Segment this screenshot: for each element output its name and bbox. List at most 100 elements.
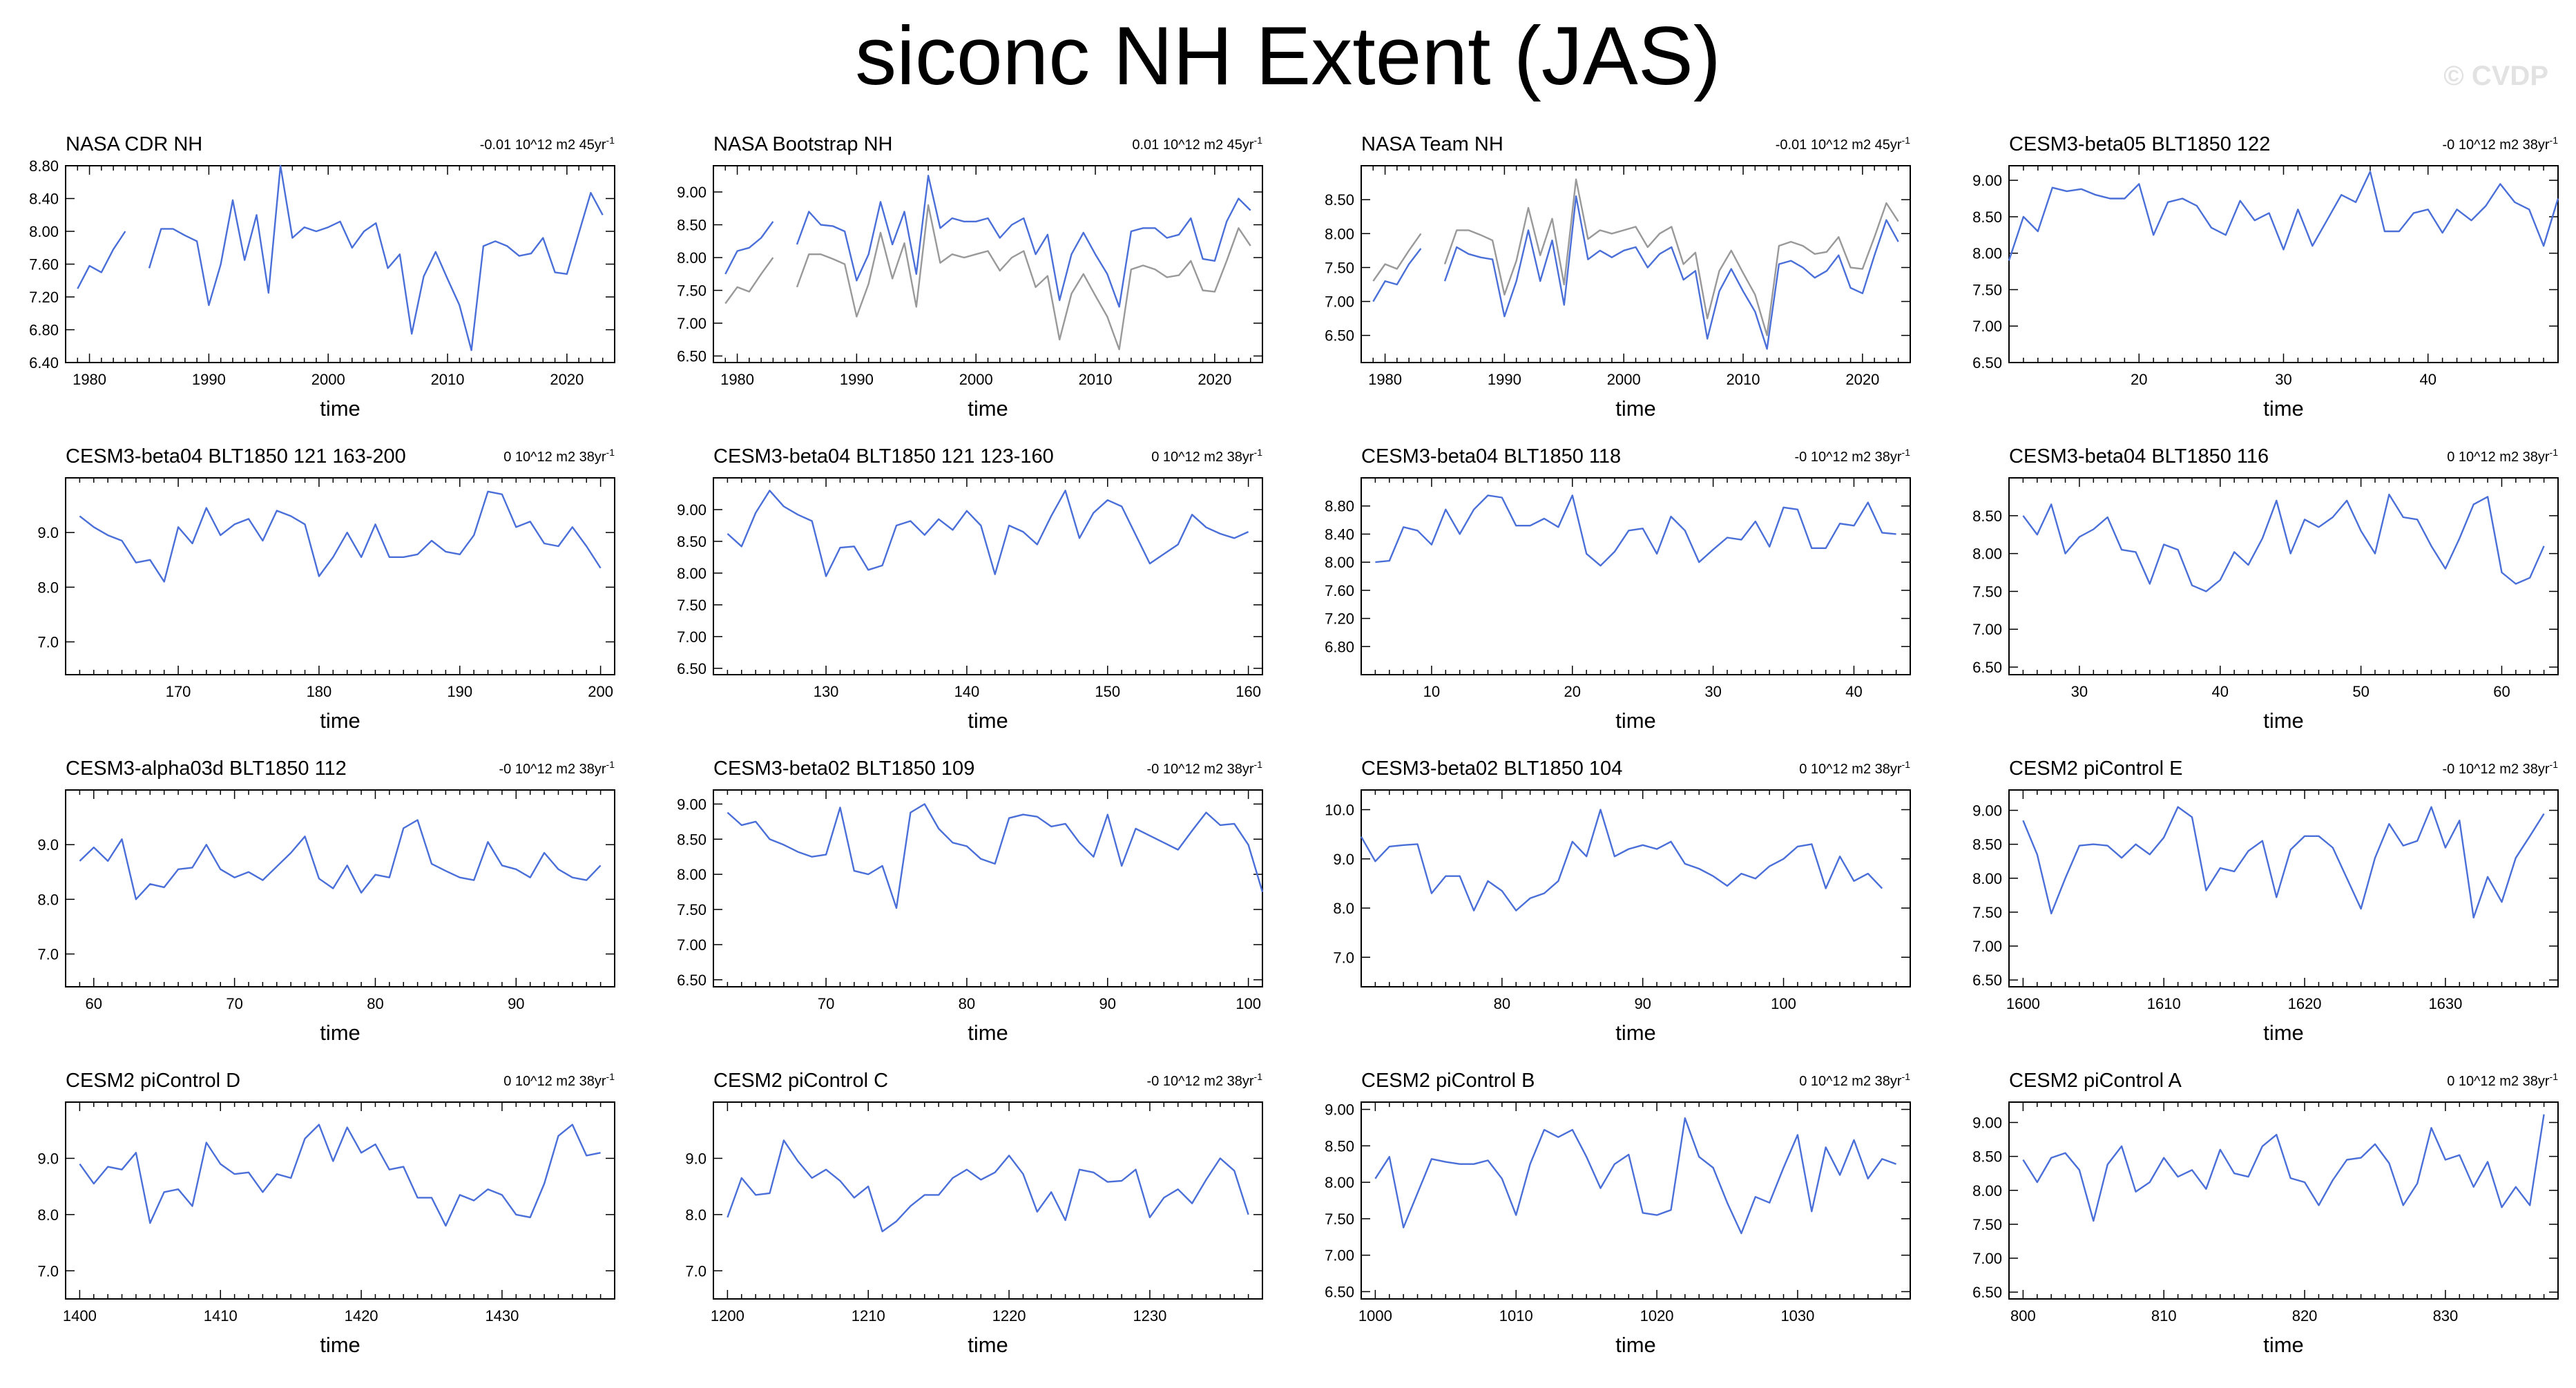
x-tick-label: 1010 <box>1499 1307 1533 1324</box>
series-line <box>148 164 604 351</box>
y-tick-label: 8.50 <box>677 831 707 848</box>
x-tick-label: 1220 <box>992 1307 1026 1324</box>
plot-frame <box>65 1101 615 1300</box>
y-tick-label: 7.50 <box>1972 1216 2002 1233</box>
trend-stat-text: -0 10^12 m2 38yr <box>1147 1074 1254 1089</box>
y-tick-label: 7.00 <box>677 936 707 954</box>
trend-stat: 0.01 10^12 m2 45yr-1 <box>1132 135 1262 153</box>
x-tick-label: 90 <box>1099 995 1116 1012</box>
trend-stat-exponent: -1 <box>1254 759 1263 770</box>
y-tick-label: 8.50 <box>677 533 707 550</box>
plot-frame <box>1361 1101 1911 1300</box>
series-line <box>2022 493 2545 592</box>
x-tick-label: 130 <box>814 683 839 700</box>
y-tick-label: 7.0 <box>37 634 59 651</box>
x-axis-label: time <box>968 1333 1008 1357</box>
x-tick-label: 100 <box>1236 995 1261 1012</box>
series-line <box>1372 248 1422 302</box>
x-axis-label: time <box>320 709 361 733</box>
x-tick-label: 820 <box>2292 1307 2318 1324</box>
y-tick-label: 8.00 <box>677 866 707 883</box>
y-tick-label: 9.00 <box>677 184 707 201</box>
y-tick-label: 9.00 <box>1972 1114 2002 1131</box>
x-axis-label: time <box>320 1333 361 1357</box>
y-tick-label: 8.50 <box>1972 209 2002 226</box>
trend-stat-exponent: -1 <box>1902 759 1911 770</box>
trend-stat-text: 0 10^12 m2 38yr <box>1799 1074 1902 1089</box>
x-tick-label: 2020 <box>550 371 584 388</box>
trend-stat-text: 0 10^12 m2 38yr <box>1151 450 1254 465</box>
trend-stat-exponent: -1 <box>2550 1071 2559 1082</box>
trend-stat-text: 0 10^12 m2 38yr <box>503 1074 606 1089</box>
trend-stat-exponent: -1 <box>606 1071 615 1082</box>
y-tick-label: 8.50 <box>1972 1148 2002 1166</box>
y-tick-label: 8.00 <box>29 223 59 240</box>
x-tick-label: 1210 <box>852 1307 885 1324</box>
y-tick-label: 7.50 <box>677 901 707 918</box>
y-tick-label: 8.00 <box>1325 1174 1354 1191</box>
x-tick-label: 1230 <box>1133 1307 1166 1324</box>
trend-stat: -0 10^12 m2 38yr-1 <box>1147 759 1263 777</box>
trend-stat-exponent: -1 <box>2550 759 2559 770</box>
x-tick-label: 80 <box>367 995 383 1012</box>
x-tick-label: 2000 <box>1607 371 1641 388</box>
y-tick-label: 8.40 <box>1325 526 1354 543</box>
trend-stat: -0.01 10^12 m2 45yr-1 <box>1776 135 1910 153</box>
x-tick-label: 2000 <box>959 371 993 388</box>
x-tick-label: 1990 <box>1488 371 1521 388</box>
y-tick-label: 9.00 <box>1325 1101 1354 1119</box>
x-tick-label: 1990 <box>192 371 226 388</box>
x-tick-label: 80 <box>959 995 975 1012</box>
series-line <box>727 1139 1249 1233</box>
y-tick-label: 7.50 <box>1325 259 1354 276</box>
x-tick-label: 1430 <box>485 1307 519 1324</box>
trend-stat-exponent: -1 <box>606 759 615 770</box>
y-tick-label: 8.0 <box>1333 900 1354 917</box>
y-tick-label: 7.50 <box>1325 1211 1354 1228</box>
plot-frame <box>1361 789 1911 987</box>
x-tick-label: 2020 <box>1198 371 1231 388</box>
y-tick-label: 9.00 <box>1972 172 2002 189</box>
y-tick-label: 6.50 <box>1972 659 2002 676</box>
trend-stat: 0 10^12 m2 38yr-1 <box>503 447 615 465</box>
y-tick-label: 7.00 <box>1325 1247 1354 1264</box>
trend-stat-exponent: -1 <box>1254 135 1263 146</box>
plot-frame <box>2008 477 2559 675</box>
series-line <box>79 819 602 900</box>
x-tick-label: 30 <box>2071 683 2088 700</box>
x-axis-label: time <box>968 1021 1008 1045</box>
y-tick-label: 7.20 <box>1325 610 1354 628</box>
y-tick-label: 8.50 <box>1972 508 2002 525</box>
series-line <box>727 490 1249 577</box>
y-tick-label: 9.0 <box>685 1150 707 1167</box>
series-line <box>1374 1117 1897 1235</box>
x-tick-label: 70 <box>226 995 242 1012</box>
panel-title: CESM2 piControl C <box>713 1070 888 1092</box>
trend-stat-text: -0 10^12 m2 38yr <box>499 762 606 777</box>
y-tick-label: 6.40 <box>29 354 59 372</box>
trend-stat: -0.01 10^12 m2 45yr-1 <box>480 135 615 153</box>
x-tick-label: 80 <box>1494 995 1510 1012</box>
series-line <box>2022 1114 2545 1222</box>
y-tick-label: 7.0 <box>37 946 59 963</box>
y-tick-label: 8.00 <box>1972 546 2002 563</box>
panel-title: CESM3-beta04 BLT1850 116 <box>2009 445 2269 468</box>
series-line <box>79 490 602 583</box>
panel-title: CESM2 piControl E <box>2009 758 2182 780</box>
x-axis-label: time <box>1615 709 1656 733</box>
series-line <box>724 221 774 275</box>
trend-stat-exponent: -1 <box>2550 447 2559 458</box>
y-tick-label: 6.50 <box>1325 327 1354 345</box>
y-tick-label: 9.0 <box>37 836 59 854</box>
trend-stat: 0 10^12 m2 38yr-1 <box>1151 447 1262 465</box>
y-tick-label: 8.0 <box>685 1206 707 1224</box>
x-tick-label: 100 <box>1771 995 1796 1012</box>
panel-title: CESM3-beta05 BLT1850 122 <box>2009 133 2270 155</box>
x-tick-label: 20 <box>1564 683 1581 700</box>
trend-stat: 0 10^12 m2 38yr-1 <box>503 1071 615 1089</box>
x-tick-label: 30 <box>1704 683 1721 700</box>
y-tick-label: 10.0 <box>1325 802 1354 819</box>
trend-stat-text: 0 10^12 m2 38yr <box>2447 1074 2550 1089</box>
y-tick-label: 8.50 <box>1325 1137 1354 1155</box>
series-line <box>79 1124 601 1227</box>
